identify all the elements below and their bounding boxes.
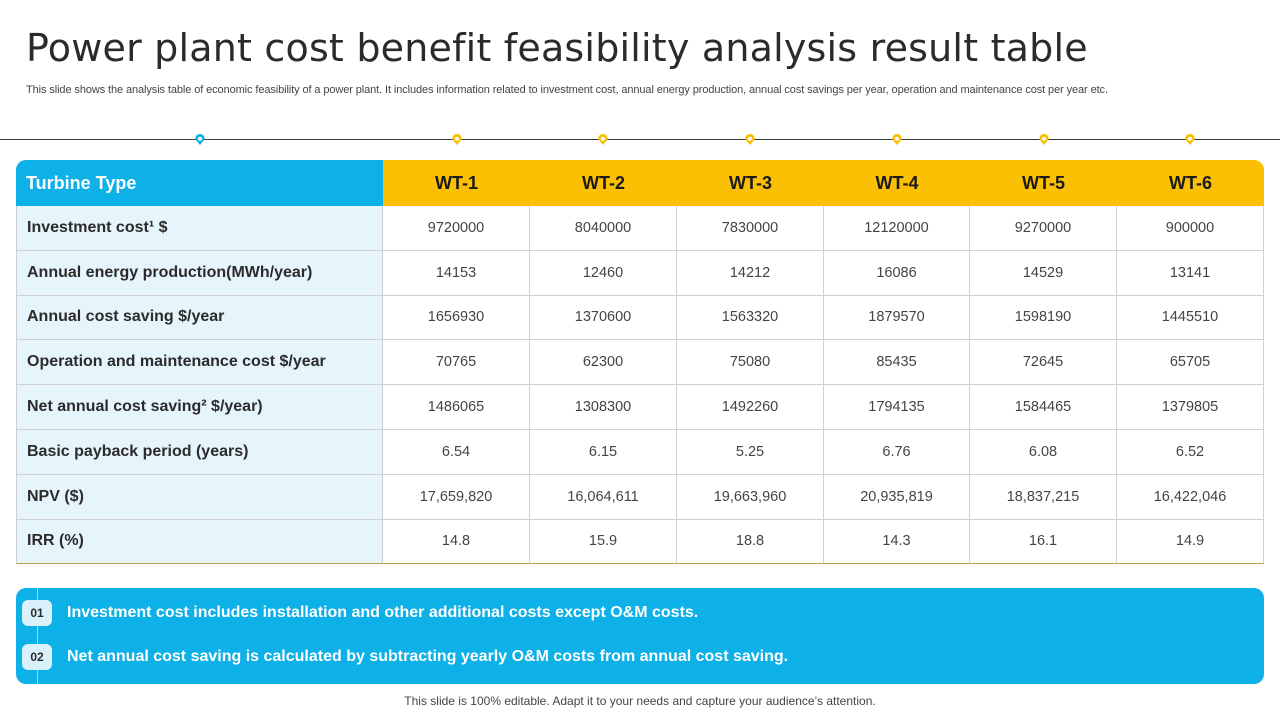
table-cell: 1563320 bbox=[677, 295, 824, 341]
notes-connector-line bbox=[37, 588, 38, 684]
table-cell: 8040000 bbox=[530, 206, 677, 251]
table-cell: 1308300 bbox=[530, 385, 677, 430]
table-cell: 65705 bbox=[1117, 340, 1264, 386]
table-row: IRR (%) 14.8 15.9 18.8 14.3 16.1 14.9 bbox=[16, 519, 1264, 565]
header-cell-wt-5: WT-5 bbox=[970, 160, 1117, 206]
table-cell: 6.08 bbox=[970, 429, 1117, 475]
row-label: Investment cost¹ $ bbox=[16, 206, 383, 251]
note-number-badge: 02 bbox=[22, 644, 52, 670]
table-cell: 1370600 bbox=[530, 295, 677, 341]
table-cell: 16,064,611 bbox=[530, 474, 677, 520]
table-cell: 14212 bbox=[677, 250, 824, 296]
table-cell: 6.76 bbox=[824, 429, 970, 475]
header-cell-wt-1: WT-1 bbox=[383, 160, 530, 206]
table-cell: 14153 bbox=[383, 250, 530, 296]
table-row: Annual energy production(MWh/year) 14153… bbox=[16, 250, 1264, 296]
table-cell: 20,935,819 bbox=[824, 474, 970, 520]
table-cell: 1584465 bbox=[970, 385, 1117, 430]
header-cell-wt-4: WT-4 bbox=[824, 160, 970, 206]
table-cell: 13141 bbox=[1117, 250, 1264, 296]
note-number-badge: 01 bbox=[22, 600, 52, 626]
table-cell: 1656930 bbox=[383, 295, 530, 341]
table-row: Investment cost¹ $ 9720000 8040000 78300… bbox=[16, 206, 1264, 251]
table-cell: 5.25 bbox=[677, 429, 824, 475]
page-title: Power plant cost benefit feasibility ana… bbox=[26, 26, 1088, 70]
marker-yellow-icon bbox=[597, 134, 609, 146]
table-row: Annual cost saving $/year 1656930 137060… bbox=[16, 295, 1264, 341]
table-cell: 14.9 bbox=[1117, 519, 1264, 565]
table-cell: 18.8 bbox=[677, 519, 824, 565]
table-cell: 14.8 bbox=[383, 519, 530, 565]
table-cell: 9720000 bbox=[383, 206, 530, 251]
table-cell: 12460 bbox=[530, 250, 677, 296]
table-cell: 1486065 bbox=[383, 385, 530, 430]
table-cell: 6.54 bbox=[383, 429, 530, 475]
row-label: Net annual cost saving² $/year) bbox=[16, 385, 383, 430]
table-row: Operation and maintenance cost $/year 70… bbox=[16, 340, 1264, 386]
table-cell: 14529 bbox=[970, 250, 1117, 296]
row-label: Operation and maintenance cost $/year bbox=[16, 340, 383, 386]
table-cell: 6.15 bbox=[530, 429, 677, 475]
marker-yellow-icon bbox=[451, 134, 463, 146]
header-cell-wt-2: WT-2 bbox=[530, 160, 677, 206]
table-cell: 12120000 bbox=[824, 206, 970, 251]
table-cell: 1879570 bbox=[824, 295, 970, 341]
table-cell: 16.1 bbox=[970, 519, 1117, 565]
header-cell-turbine-type: Turbine Type bbox=[16, 160, 383, 206]
notes-panel: 01 Investment cost includes installation… bbox=[16, 588, 1264, 684]
row-label: Annual energy production(MWh/year) bbox=[16, 250, 383, 296]
row-label: IRR (%) bbox=[16, 519, 383, 565]
timeline-line bbox=[0, 139, 1280, 140]
table-cell: 1445510 bbox=[1117, 295, 1264, 341]
note-item: 01 Investment cost includes installation… bbox=[22, 599, 698, 627]
table-cell: 1379805 bbox=[1117, 385, 1264, 430]
header-cell-wt-3: WT-3 bbox=[677, 160, 824, 206]
table-row: Net annual cost saving² $/year) 1486065 … bbox=[16, 385, 1264, 430]
table-header-row: Turbine Type WT-1 WT-2 WT-3 WT-4 WT-5 WT… bbox=[16, 160, 1264, 206]
table-cell: 70765 bbox=[383, 340, 530, 386]
marker-yellow-icon bbox=[1038, 134, 1050, 146]
table-cell: 85435 bbox=[824, 340, 970, 386]
table-cell: 1492260 bbox=[677, 385, 824, 430]
table-cell: 6.52 bbox=[1117, 429, 1264, 475]
row-label: Basic payback period (years) bbox=[16, 429, 383, 475]
table-row: NPV ($) 17,659,820 16,064,611 19,663,960… bbox=[16, 474, 1264, 520]
table-cell: 75080 bbox=[677, 340, 824, 386]
table-cell: 62300 bbox=[530, 340, 677, 386]
table-cell: 16,422,046 bbox=[1117, 474, 1264, 520]
table-cell: 19,663,960 bbox=[677, 474, 824, 520]
table-cell: 15.9 bbox=[530, 519, 677, 565]
marker-yellow-icon bbox=[1184, 134, 1196, 146]
table-row: Basic payback period (years) 6.54 6.15 5… bbox=[16, 429, 1264, 475]
marker-yellow-icon bbox=[744, 134, 756, 146]
note-text: Net annual cost saving is calculated by … bbox=[67, 648, 789, 665]
note-text: Investment cost includes installation an… bbox=[67, 604, 699, 621]
feasibility-table: Turbine Type WT-1 WT-2 WT-3 WT-4 WT-5 WT… bbox=[16, 160, 1264, 565]
table-cell: 18,837,215 bbox=[970, 474, 1117, 520]
marker-yellow-icon bbox=[891, 134, 903, 146]
header-cell-wt-6: WT-6 bbox=[1117, 160, 1264, 206]
table-cell: 72645 bbox=[970, 340, 1117, 386]
table-cell: 9270000 bbox=[970, 206, 1117, 251]
table-cell: 7830000 bbox=[677, 206, 824, 251]
table-cell: 900000 bbox=[1117, 206, 1264, 251]
marker-blue-icon bbox=[194, 134, 206, 146]
table-cell: 17,659,820 bbox=[383, 474, 530, 520]
note-item: 02 Net annual cost saving is calculated … bbox=[22, 643, 788, 671]
footer-text: This slide is 100% editable. Adapt it to… bbox=[404, 694, 876, 708]
row-label: Annual cost saving $/year bbox=[16, 295, 383, 341]
table-cell: 16086 bbox=[824, 250, 970, 296]
row-label: NPV ($) bbox=[16, 474, 383, 520]
table-cell: 1598190 bbox=[970, 295, 1117, 341]
page-subtitle: This slide shows the analysis table of e… bbox=[26, 84, 1108, 96]
table-cell: 14.3 bbox=[824, 519, 970, 565]
table-cell: 1794135 bbox=[824, 385, 970, 430]
